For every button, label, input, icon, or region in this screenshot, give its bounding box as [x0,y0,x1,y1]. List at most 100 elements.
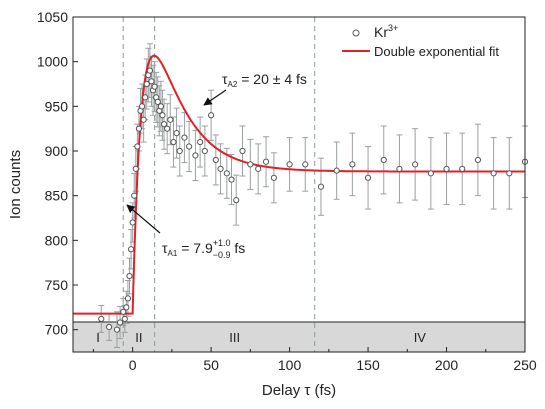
data-point [132,165,139,172]
legend-marker-points [352,29,360,37]
annotation-tau-a1-text: τA1 = 7.9+1.0 −0.9 fs [162,238,245,260]
y-tick-label: 700 [45,322,69,338]
legend: Kr3+ Double exponential fit [342,23,499,59]
data-point [317,183,325,190]
data-point [135,125,143,132]
data-point [121,315,128,323]
data-point [474,156,482,164]
data-point [120,308,127,315]
data-point [412,161,419,168]
data-point [154,98,161,105]
data-point [192,152,199,159]
data-point [186,143,193,150]
data-point [427,170,434,177]
tau-value: = 20 ± 4 fs [237,71,307,87]
data-point [490,170,497,177]
data-point [197,138,204,146]
data-point [134,143,141,150]
region-band: I II III IV [72,321,526,353]
data-point [167,116,174,123]
annotation-tau-a2-arrow [203,89,227,106]
data-point [233,197,240,204]
data-point [228,176,235,183]
x-tick-label: 150 [356,357,380,373]
data-point [143,80,150,88]
data-point [208,112,215,119]
data-point [129,219,136,226]
y-tick-label: 900 [45,143,69,159]
data-point [506,170,513,177]
y-tick-label: 750 [45,277,69,293]
data-point [270,174,277,181]
legend-label-fit: Double exponential fit [374,44,499,59]
data-point [349,161,356,168]
data-point [151,83,158,90]
data-point [142,94,149,101]
data-point [160,121,168,128]
data-point [126,272,133,280]
data-point [170,138,177,146]
tau-error-minus: −0.9 [213,250,231,260]
data-point [364,174,372,181]
data-point [396,165,403,172]
tau-error-plus: +1.0 [213,238,231,248]
y-tick-label: 1000 [37,54,68,70]
data-point [223,170,230,177]
annotation-tau-a1: τA1 = 7.9+1.0 −0.9 fs [126,204,245,260]
data-point [131,192,138,199]
data-point [201,147,208,155]
data-point [247,161,254,168]
data-points [98,67,529,333]
x-axis-label: Delay τ (fs) [262,382,336,399]
data-point [116,319,124,326]
data-point [286,161,293,168]
data-point [262,158,270,165]
data-point [123,304,130,311]
data-point [255,165,262,172]
y-axis-label: Ion counts [7,150,24,219]
data-point [105,323,113,331]
data-point [459,165,466,172]
data-point [127,246,135,253]
axis-ticks: 0 50 100 150 200 250 700 750 800 850 900 950 1000 105… [37,9,537,373]
data-point [157,103,164,110]
data-point [124,295,132,302]
region-label-3: III [229,330,240,345]
region-label-2: II [135,330,142,345]
data-point [148,78,155,85]
annotation-tau-a1-arrow [126,204,161,234]
y-tick-label: 950 [45,98,69,114]
x-tick-label: 50 [203,357,219,373]
data-point [333,167,340,174]
tau-symbol: τ [162,240,168,256]
data-point [173,130,180,137]
region-strip [72,321,526,353]
x-tick-label: 200 [435,357,459,373]
data-point [140,116,147,123]
data-point [302,161,309,168]
y-tick-label: 1050 [37,9,68,25]
data-point [159,112,166,119]
data-point [138,103,146,110]
tau-subscript: A2 [228,80,238,89]
legend-label-points-text: Kr [374,24,388,40]
data-point [380,156,387,164]
data-point [212,156,219,164]
plot-frame [72,16,526,353]
data-point [181,134,188,141]
data-point [98,315,105,323]
tau-symbol: τ [222,71,228,87]
annotation-tau-a2-text: τA2 = 20 ± 4 fs [222,71,307,89]
legend-label-points: Kr3+ [374,23,398,40]
data-point [443,165,450,172]
data-point [239,147,246,155]
y-tick-label: 800 [45,232,69,248]
x-tick-label: 100 [278,357,302,373]
x-tick-label: 250 [513,357,537,373]
legend-label-points-superscript: 3+ [388,23,398,33]
y-tick-label: 850 [45,188,69,204]
x-tick-label: 0 [129,357,137,373]
error-bars [98,43,528,349]
data-point [113,326,121,333]
data-point [176,147,183,155]
